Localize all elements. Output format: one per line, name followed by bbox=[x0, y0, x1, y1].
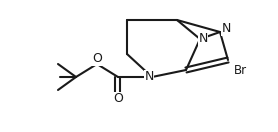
Text: O: O bbox=[113, 93, 123, 105]
Text: Br: Br bbox=[234, 63, 247, 77]
Text: N: N bbox=[198, 32, 208, 46]
Text: O: O bbox=[92, 53, 102, 65]
Text: N: N bbox=[144, 70, 154, 84]
Text: N: N bbox=[221, 22, 231, 36]
